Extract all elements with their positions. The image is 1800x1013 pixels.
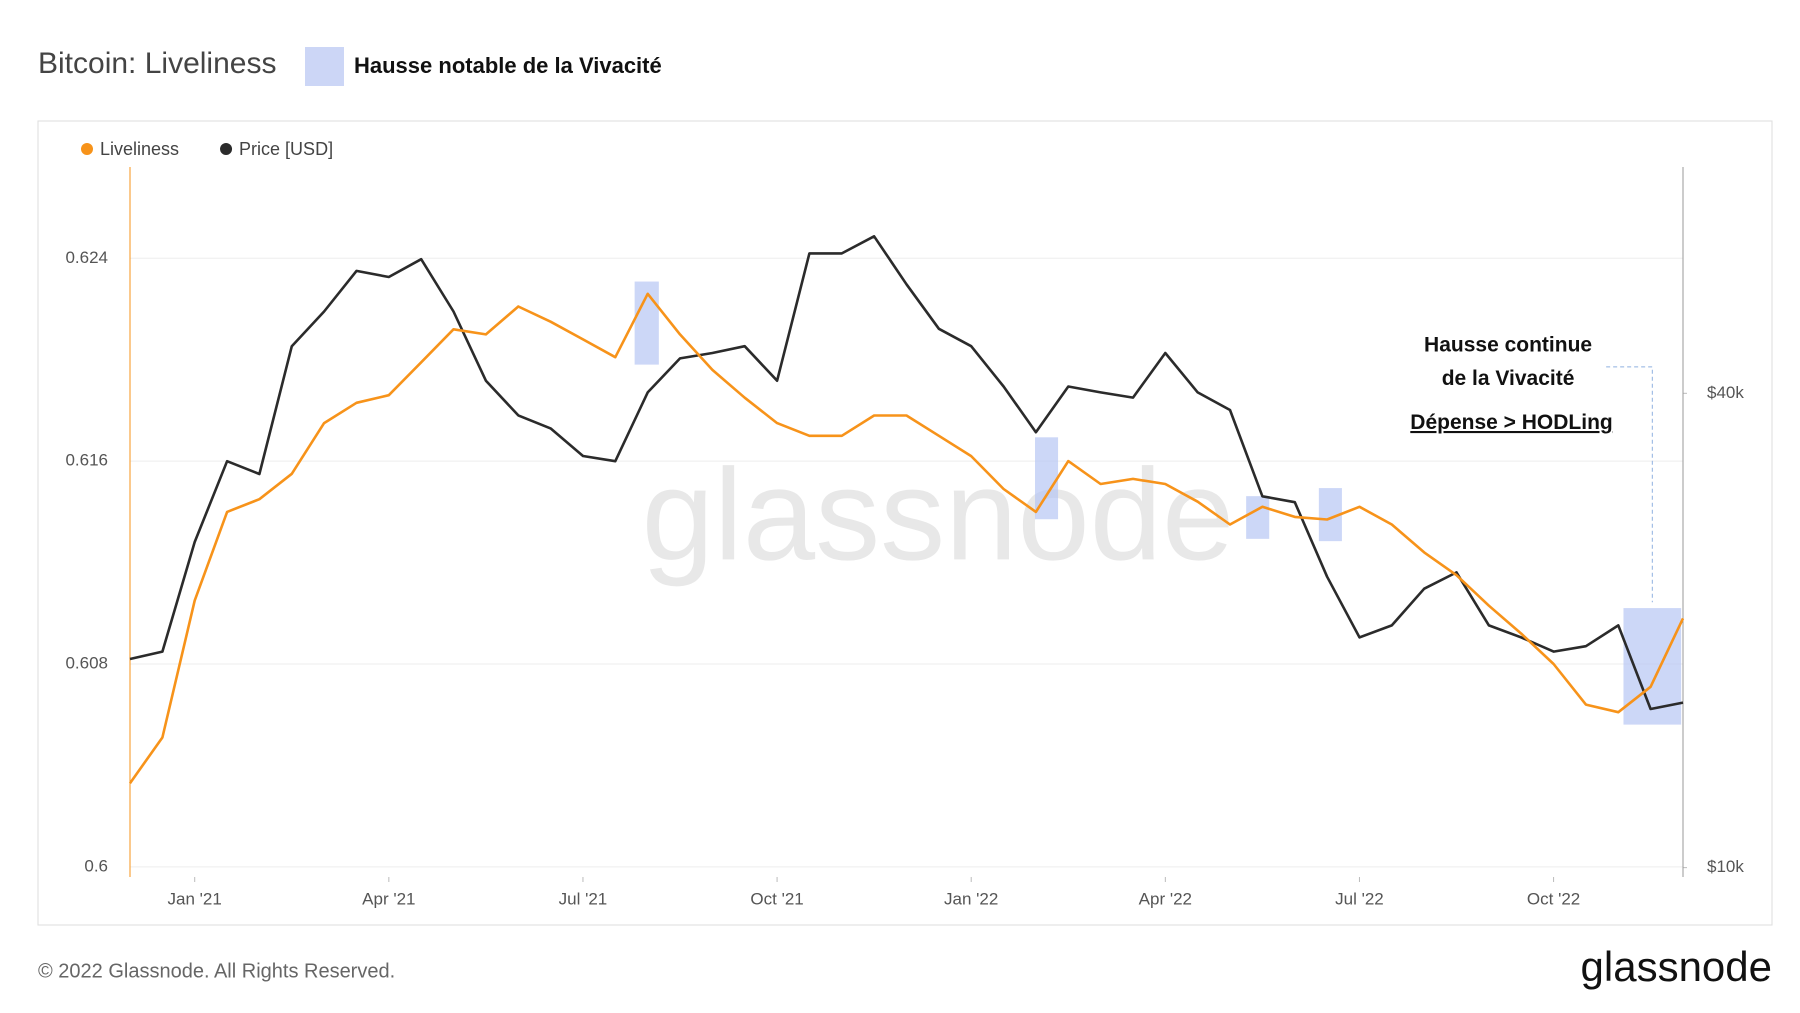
- x-tick-label: Jul '21: [559, 889, 608, 908]
- series-line: [128, 292, 1685, 784]
- chart-title: Bitcoin: Liveliness: [38, 47, 276, 80]
- y2-tick-label: $40k: [1707, 383, 1744, 402]
- series-line: [129, 235, 1684, 711]
- legend-label: Price [USD]: [239, 139, 333, 159]
- x-tick-label: Oct '22: [1527, 889, 1580, 908]
- y-tick-label: 0.616: [65, 451, 108, 470]
- logo: glassnode: [1581, 943, 1772, 990]
- highlight-box: [1035, 437, 1059, 520]
- highlight-box: [1318, 488, 1342, 542]
- highlight-swatch: [305, 47, 344, 86]
- highlight-label: Hausse notable de la Vivacité: [354, 53, 662, 78]
- x-tick-label: Jul '22: [1335, 889, 1384, 908]
- annotation: Hausse continue: [1424, 334, 1592, 357]
- x-tick-label: Jan '22: [944, 889, 998, 908]
- legend-marker: [81, 143, 93, 155]
- y-tick-label: 0.624: [65, 248, 108, 267]
- annotation-pointer: [1606, 366, 1653, 603]
- y2-tick-label: $10k: [1707, 857, 1744, 876]
- highlight-box: [1246, 496, 1270, 539]
- highlight-box: [1623, 608, 1682, 725]
- copyright: © 2022 Glassnode. All Rights Reserved.: [38, 960, 395, 982]
- chart-frame: [37, 120, 1773, 926]
- y-tick-label: 0.608: [65, 653, 108, 672]
- x-tick-label: Jan '21: [168, 889, 222, 908]
- legend-marker: [220, 143, 233, 155]
- x-tick-label: Apr '22: [1139, 889, 1192, 908]
- y-tick-label: 0.6: [84, 856, 108, 875]
- x-tick-label: Oct '21: [750, 889, 803, 908]
- annotation: Dépense > HODLing: [1410, 411, 1612, 434]
- watermark: glassnode: [642, 441, 1235, 587]
- annotation: de la Vivacité: [1442, 367, 1575, 390]
- x-tick-label: Apr '21: [362, 889, 415, 908]
- legend-label: Liveliness: [100, 139, 179, 159]
